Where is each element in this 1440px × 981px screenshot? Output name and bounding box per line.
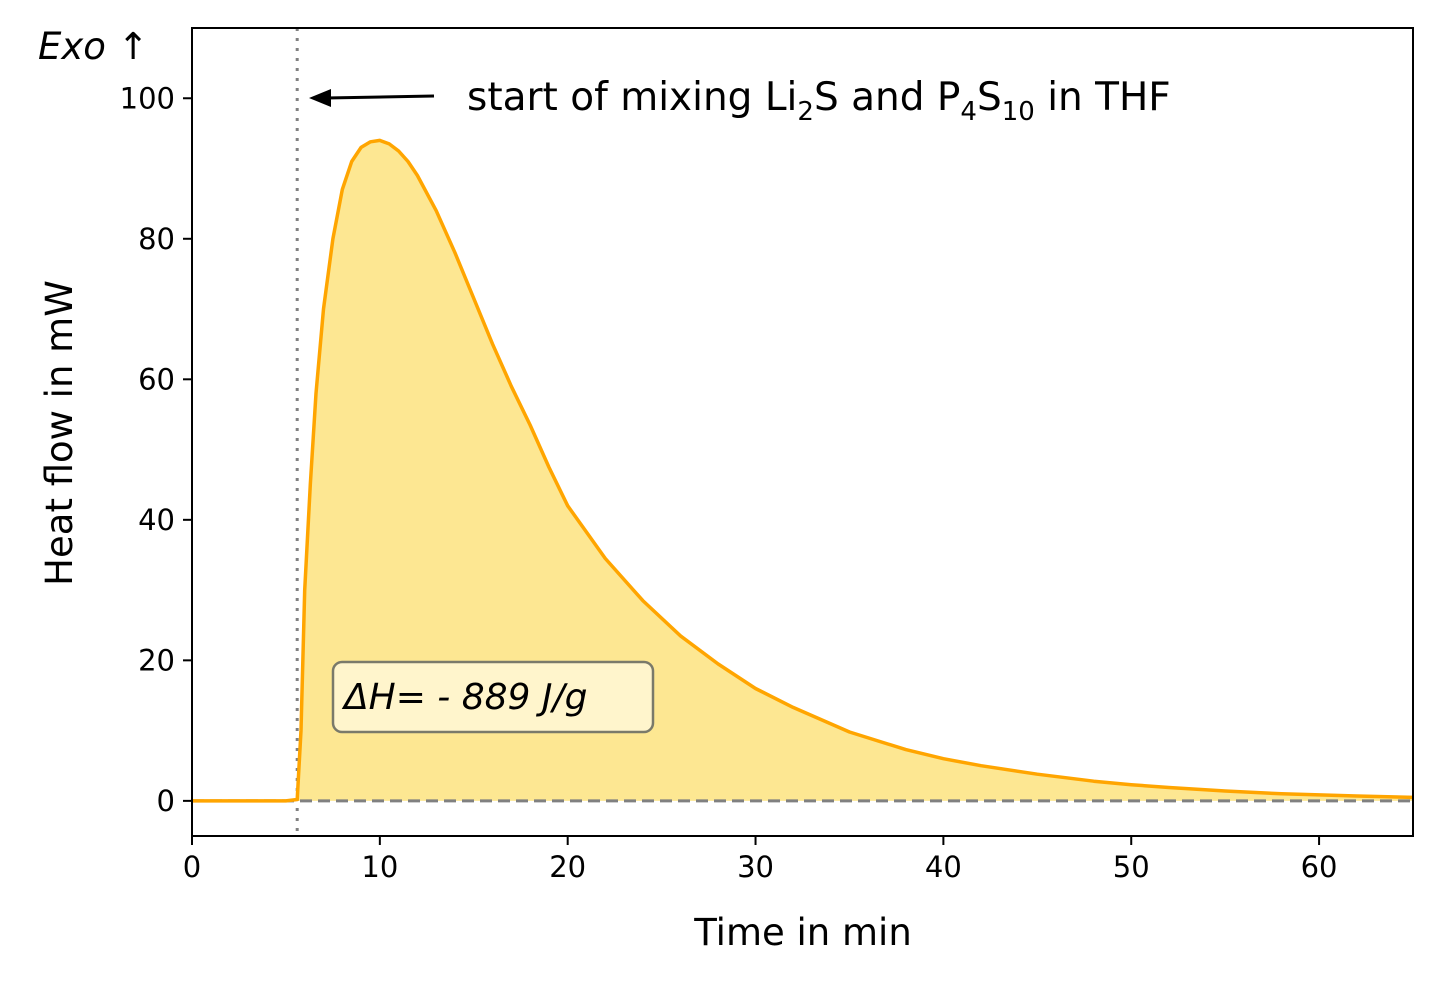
- y-tick-label: 40: [138, 503, 175, 537]
- x-tick-label: 30: [737, 850, 774, 884]
- annotation-arrow-shaft: [325, 94, 435, 100]
- axes: 0 10 20 30 40 50 60 0 20 40 60 80 100: [120, 27, 1414, 884]
- enthalpy-box-frame: [331, 660, 655, 734]
- y-tick-label: 0: [157, 784, 175, 818]
- annotation-arrowhead: [309, 89, 331, 107]
- enthalpy-box: ΔH= - 889 J/g: [331, 660, 655, 734]
- y-tick-label: 80: [138, 222, 175, 256]
- plot-frame: [191, 27, 1414, 837]
- series-area-fill-0: [192, 140, 1413, 801]
- x-tick-label: 0: [183, 850, 201, 884]
- y-tick-label: 20: [138, 643, 175, 677]
- x-axis-label: Time in min: [693, 911, 912, 954]
- series-line-0: [192, 138, 1414, 803]
- y-tick-label: 100: [120, 81, 175, 115]
- x-tick-label: 10: [361, 850, 398, 884]
- y-axis-label: Heat flow in mW: [38, 280, 81, 586]
- x-tick-label: 60: [1301, 850, 1338, 884]
- enthalpy-label: ΔH= - 889 J/g: [341, 677, 588, 718]
- mixing-annotation: start of mixing Li2S and P4S10 in THF: [309, 75, 1171, 127]
- x-tick-label: 20: [549, 850, 586, 884]
- mixing-annotation-text: start of mixing Li2S and P4S10 in THF: [467, 75, 1171, 127]
- x-tick-label: 50: [1113, 850, 1150, 884]
- y-tick-label: 60: [138, 362, 175, 396]
- exo-label: Exo ↑: [38, 25, 149, 68]
- plot-area: [192, 28, 1414, 836]
- x-tick-label: 40: [925, 850, 962, 884]
